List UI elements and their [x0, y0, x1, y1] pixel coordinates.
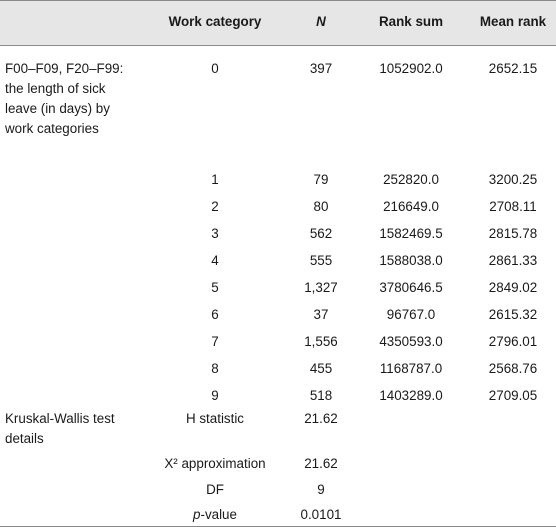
x2-approximation-value: 21.62 — [304, 456, 338, 471]
row-5-rank-sum: 3780646.5 — [379, 280, 443, 295]
row-2-n: 80 — [313, 199, 329, 214]
h-statistic-value: 21.62 — [304, 411, 338, 426]
row-8-n: 455 — [309, 361, 333, 376]
row-6-mean-rank: 2615.32 — [488, 307, 538, 322]
row-8-category: 8 — [211, 361, 219, 376]
header-mean-rank: Mean rank — [479, 14, 547, 29]
row-4-category: 4 — [211, 253, 219, 268]
row-3-rank-sum: 1582469.5 — [379, 226, 443, 241]
p-value: 0.0101 — [300, 507, 342, 522]
p-value-label-rest: -value — [200, 507, 237, 522]
header-rank-sum: Rank sum — [379, 14, 443, 29]
row-9-mean-rank: 2709.05 — [488, 388, 538, 403]
h-statistic-label: H statistic — [185, 411, 245, 426]
df-value: 9 — [317, 482, 325, 497]
row-6-n: 37 — [313, 307, 329, 322]
row-7-n: 1,556 — [304, 334, 338, 349]
header-work-category: Work category — [168, 14, 262, 29]
row-0-mean-rank: 2652.15 — [488, 61, 538, 76]
row-0-category: 0 — [211, 61, 219, 76]
row-6-category: 6 — [211, 307, 219, 322]
row-2-category: 2 — [211, 199, 219, 214]
row-9-rank-sum: 1403289.0 — [379, 388, 443, 403]
row-5-category: 5 — [211, 280, 219, 295]
group-label: F00–F09, F20–F99: the length of sick lea… — [5, 61, 124, 136]
row-6-rank-sum: 96767.0 — [386, 307, 436, 322]
row-3-n: 562 — [309, 226, 333, 241]
row-9-n: 518 — [309, 388, 333, 403]
row-7-rank-sum: 4350593.0 — [379, 334, 443, 349]
row-5-mean-rank: 2849.02 — [488, 280, 538, 295]
row-9-category: 9 — [211, 388, 219, 403]
row-4-mean-rank: 2861.33 — [488, 253, 538, 268]
row-8-rank-sum: 1168787.0 — [379, 361, 443, 376]
row-0-n: 397 — [309, 61, 333, 76]
p-value-label: p-value — [140, 505, 290, 525]
table-header — [0, 0, 556, 45]
row-1-category: 1 — [211, 172, 219, 187]
header-rule — [0, 45, 556, 46]
top-rule — [0, 0, 556, 1]
row-1-n: 79 — [313, 172, 329, 187]
row-0-rank-sum: 1052902.0 — [379, 61, 443, 76]
row-4-rank-sum: 1588038.0 — [379, 253, 443, 268]
test-label: Kruskal-Wallis test details — [5, 411, 115, 446]
row-8-mean-rank: 2568.76 — [488, 361, 538, 376]
row-2-rank-sum: 216649.0 — [383, 199, 439, 214]
row-1-mean-rank: 3200.25 — [488, 172, 538, 187]
row-3-mean-rank: 2815.78 — [488, 226, 538, 241]
x2-approximation-label: X² approximation — [164, 456, 266, 471]
row-7-mean-rank: 2796.01 — [488, 334, 538, 349]
row-3-category: 3 — [211, 226, 219, 241]
row-4-n: 555 — [309, 253, 333, 268]
row-1-rank-sum: 252820.0 — [383, 172, 439, 187]
p-value-label-italic: p — [193, 507, 201, 522]
row-7-category: 7 — [211, 334, 219, 349]
df-label: DF — [206, 482, 224, 497]
row-5-n: 1,327 — [304, 280, 338, 295]
row-2-mean-rank: 2708.11 — [489, 199, 537, 214]
header-n: N — [316, 14, 326, 29]
